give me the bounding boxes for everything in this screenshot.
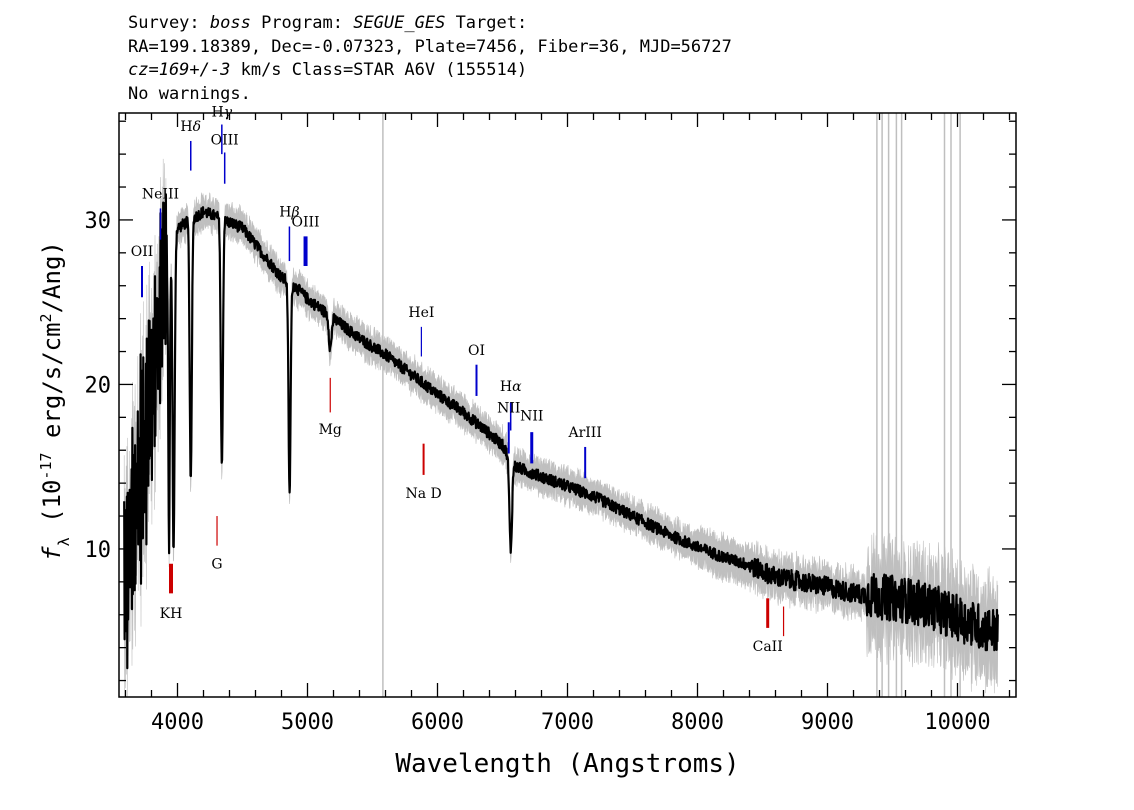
target-label: Target: xyxy=(445,13,528,33)
line-marker-label: Na D xyxy=(405,486,441,502)
class-value: km/s Class=STAR A6V (155514) xyxy=(230,60,528,80)
y-label-f: f xyxy=(38,546,66,561)
line-marker-label: G xyxy=(211,557,222,573)
x-tick-label: 10000 xyxy=(924,710,990,735)
y-label-exp: -17 xyxy=(37,452,55,479)
line-marker-label: CaII xyxy=(753,639,783,655)
axis-ticks: 4000 5000 6000 7000 8000 9000 10000 10 20 30 xyxy=(85,113,1016,735)
x-axis-label: Wavelength (Angstroms) xyxy=(395,749,739,779)
line-marker-label: KH xyxy=(160,606,183,622)
y-label-sub: λ xyxy=(55,537,73,546)
error-spectrum xyxy=(123,158,999,697)
line-marker-greek: β xyxy=(290,205,299,221)
flux-series-line xyxy=(123,193,999,670)
spectral-line-markers: OIINeIIIHδHγOIIIHβOIIIHeIOIHαNIINIIArIII… xyxy=(131,104,785,655)
x-tick-label: 7000 xyxy=(541,710,594,735)
line-marker-label: OI xyxy=(468,343,485,359)
line-marker-label: ArIII xyxy=(567,425,601,441)
y-tick-label: 30 xyxy=(85,209,112,234)
y-label-exp2: 2 xyxy=(37,313,55,322)
line-marker-label: NeIII xyxy=(142,187,179,203)
y-tick-label: 20 xyxy=(85,373,112,398)
line-marker-label: Mg xyxy=(319,422,342,438)
y-label-c: /Ang) xyxy=(38,241,66,313)
x-tick-label: 6000 xyxy=(411,710,464,735)
header-line-redshift: cz=169+/-3 km/s Class=STAR A6V (155514) xyxy=(128,59,732,83)
line-marker-greek: α xyxy=(512,379,522,395)
error-band-area xyxy=(123,158,999,697)
survey-value: boss xyxy=(209,13,251,33)
line-marker-label: OIII xyxy=(292,215,320,231)
y-axis-label: fλ (10-17 erg/s/cm2/Ang) xyxy=(37,241,73,561)
x-tick-label: 9000 xyxy=(801,710,854,735)
line-marker-label: Hα xyxy=(500,379,522,395)
line-marker-label: Hδ xyxy=(180,119,201,135)
y-label-b: erg/s/cm xyxy=(38,322,66,452)
line-marker-label: HeI xyxy=(408,305,434,321)
x-tick-label: 5000 xyxy=(281,710,334,735)
line-marker-label: NII xyxy=(497,400,520,416)
cz-value: cz=169+/-3 xyxy=(128,60,231,80)
program-value: SEGUE_GES xyxy=(353,13,446,33)
y-label-a: (10 xyxy=(38,480,66,538)
x-tick-label: 4000 xyxy=(151,710,204,735)
x-tick-label: 8000 xyxy=(671,710,724,735)
line-marker-label: OII xyxy=(131,244,154,260)
line-marker-label: OIII xyxy=(211,132,239,148)
y-tick-label: 10 xyxy=(85,538,112,563)
flux-spectrum xyxy=(123,193,999,670)
survey-label: Survey: xyxy=(128,13,210,33)
header-line-warnings: No warnings. xyxy=(128,83,251,104)
line-marker-greek: δ xyxy=(193,119,201,135)
program-label: Program: xyxy=(250,13,354,33)
spectrum-header: Survey: boss Program: SEGUE_GES Target: … xyxy=(128,12,732,106)
line-marker-label: NII xyxy=(520,409,543,425)
line-marker-label: Hβ xyxy=(279,205,299,221)
header-line-coordinates: RA=199.18389, Dec=-0.07323, Plate=7456, … xyxy=(128,36,732,57)
header-line-survey: Survey: boss Program: SEGUE_GES Target: xyxy=(128,12,732,36)
